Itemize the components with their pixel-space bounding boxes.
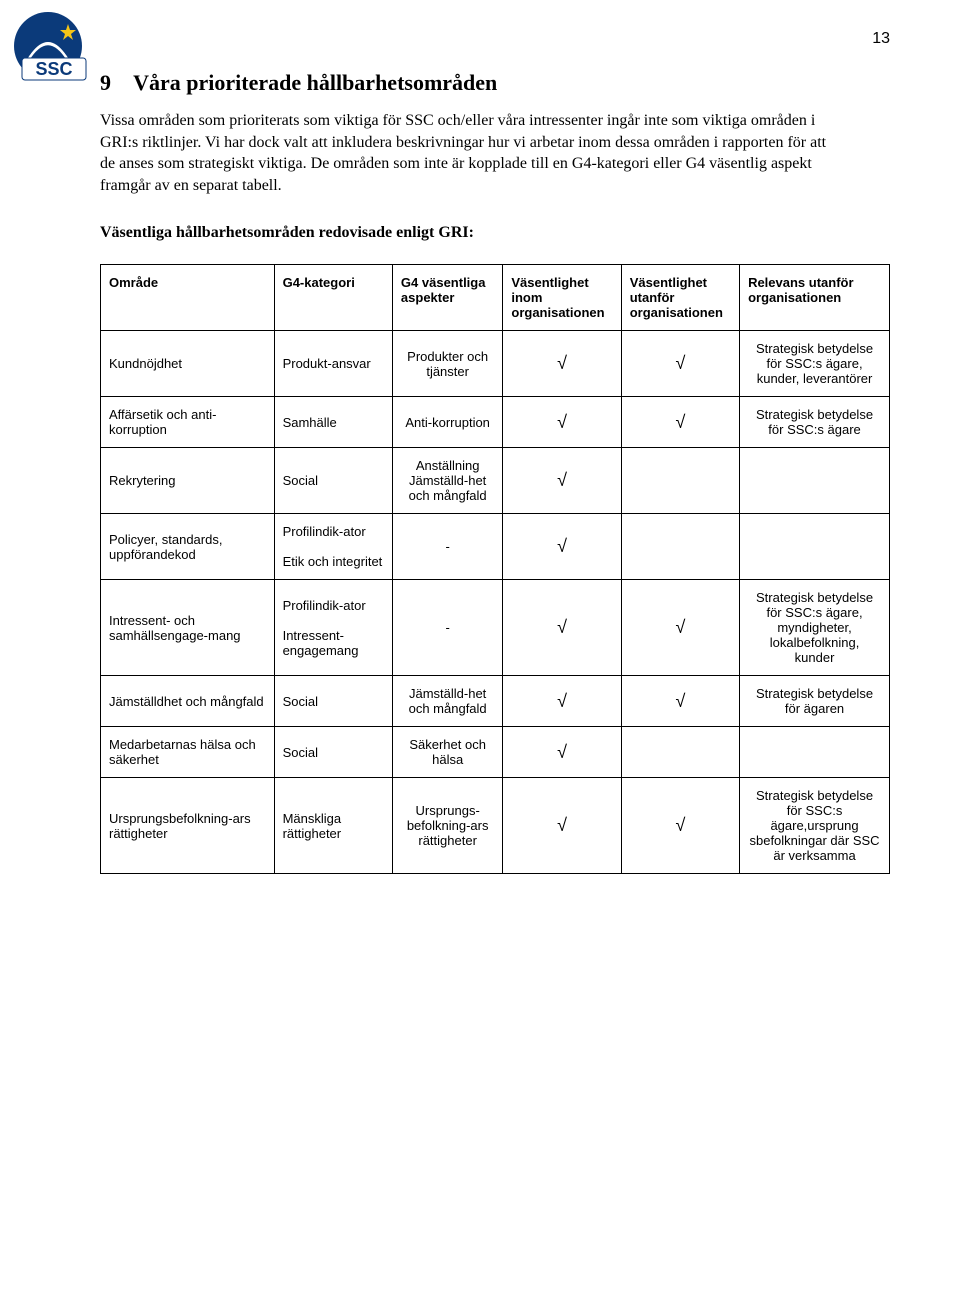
table-cell: Intressent- och samhällsengage-mang xyxy=(101,580,275,676)
table-caption: Väsentliga hållbarhetsområden redovisade… xyxy=(100,224,890,242)
table-cell: Ursprungsbefolkning-ars rättigheter xyxy=(101,778,275,874)
table-cell: - xyxy=(392,514,502,580)
table-cell: √ xyxy=(621,397,739,448)
table-cell: √ xyxy=(503,778,621,874)
table-cell: √ xyxy=(503,331,621,397)
section-heading: 9 Våra prioriterade hållbarhetsområden xyxy=(100,70,890,96)
table-cell xyxy=(740,514,890,580)
table-cell: √ xyxy=(621,778,739,874)
table-cell: √ xyxy=(503,580,621,676)
table-cell xyxy=(740,727,890,778)
gri-table: Område G4-kategori G4 väsentliga aspekte… xyxy=(100,264,890,874)
table-cell: Policyer, standards, uppförandekod xyxy=(101,514,275,580)
table-cell: Strategisk betydelse för SSC:s ägare, ku… xyxy=(740,331,890,397)
table-cell: Affärsetik och anti-korruption xyxy=(101,397,275,448)
col-inside: Väsentlighet inom organisationen xyxy=(503,265,621,331)
table-cell xyxy=(621,727,739,778)
table-cell: Jämställdhet och mångfald xyxy=(101,676,275,727)
table-cell: Strategisk betydelse för SSC:s ägare, my… xyxy=(740,580,890,676)
table-cell: Strategisk betydelse för ägaren xyxy=(740,676,890,727)
table-header-row: Område G4-kategori G4 väsentliga aspekte… xyxy=(101,265,890,331)
table-row: Jämställdhet och mångfaldSocialJämställd… xyxy=(101,676,890,727)
table-cell: √ xyxy=(503,397,621,448)
table-row: Affärsetik och anti-korruptionSamhälleAn… xyxy=(101,397,890,448)
table-cell: Profilindik-atorIntressent-engagemang xyxy=(274,580,392,676)
table-cell xyxy=(740,448,890,514)
table-cell: Anställning Jämställd-het och mångfald xyxy=(392,448,502,514)
table-row: Policyer, standards, uppförandekodProfil… xyxy=(101,514,890,580)
table-cell: √ xyxy=(503,448,621,514)
heading-title: Våra prioriterade hållbarhetsområden xyxy=(133,70,497,95)
table-cell: Strategisk betydelse för SSC:s ägare xyxy=(740,397,890,448)
table-cell: Anti-korruption xyxy=(392,397,502,448)
table-row: Medarbetarnas hälsa och säkerhetSocialSä… xyxy=(101,727,890,778)
table-cell: Kundnöjdhet xyxy=(101,331,275,397)
table-cell: Produkter och tjänster xyxy=(392,331,502,397)
intro-paragraph: Vissa områden som prioriterats som vikti… xyxy=(100,110,840,196)
ssc-logo: SSC xyxy=(10,10,98,85)
table-cell: Samhälle xyxy=(274,397,392,448)
table-cell: Rekrytering xyxy=(101,448,275,514)
table-cell: √ xyxy=(621,676,739,727)
col-relevance: Relevans utanför organisationen xyxy=(740,265,890,331)
table-cell: Social xyxy=(274,727,392,778)
table-cell: Mänskliga rättigheter xyxy=(274,778,392,874)
table-cell: √ xyxy=(621,580,739,676)
table-cell: Social xyxy=(274,448,392,514)
table-cell xyxy=(621,514,739,580)
table-cell: Medarbetarnas hälsa och säkerhet xyxy=(101,727,275,778)
table-row: RekryteringSocialAnställning Jämställd-h… xyxy=(101,448,890,514)
page-number: 13 xyxy=(872,30,890,48)
col-outside: Väsentlighet utanför organisationen xyxy=(621,265,739,331)
table-cell: Ursprungs-befolkning-ars rättigheter xyxy=(392,778,502,874)
table-row: Ursprungsbefolkning-ars rättigheterMänsk… xyxy=(101,778,890,874)
table-cell: Strategisk betydelse för SSC:s ägare,urs… xyxy=(740,778,890,874)
table-cell: √ xyxy=(503,676,621,727)
table-row: KundnöjdhetProdukt-ansvarProdukter och t… xyxy=(101,331,890,397)
table-cell: √ xyxy=(621,331,739,397)
table-cell: Social xyxy=(274,676,392,727)
col-area: Område xyxy=(101,265,275,331)
table-cell: √ xyxy=(503,727,621,778)
table-cell: √ xyxy=(503,514,621,580)
table-cell xyxy=(621,448,739,514)
table-cell: Jämställd-het och mångfald xyxy=(392,676,502,727)
table-cell: Säkerhet och hälsa xyxy=(392,727,502,778)
table-cell: Produkt-ansvar xyxy=(274,331,392,397)
heading-number: 9 xyxy=(100,70,128,96)
col-aspects: G4 väsentliga aspekter xyxy=(392,265,502,331)
table-cell: - xyxy=(392,580,502,676)
col-category: G4-kategori xyxy=(274,265,392,331)
logo-text: SSC xyxy=(35,59,72,79)
table-cell: Profilindik-atorEtik och integritet xyxy=(274,514,392,580)
table-row: Intressent- och samhällsengage-mangProfi… xyxy=(101,580,890,676)
